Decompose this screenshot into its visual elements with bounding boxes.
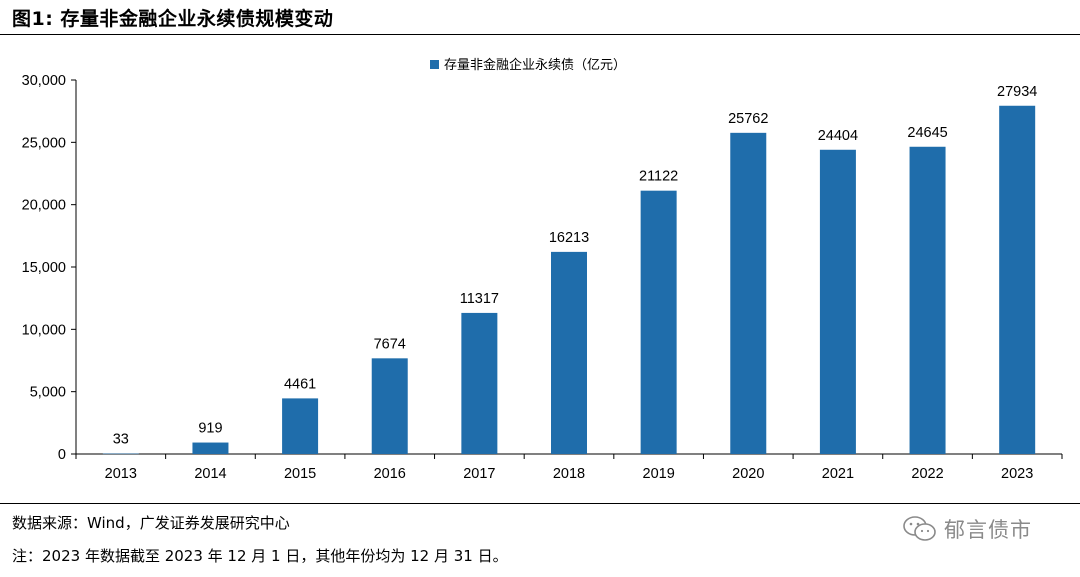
- bar: [102, 453, 139, 455]
- data-label: 33: [113, 432, 129, 448]
- y-tick-label: 30,000: [22, 73, 66, 89]
- footnote: 注：2023 年数据截至 2023 年 12 月 1 日，其他年份均为 12 月…: [12, 547, 508, 565]
- legend: 存量非金融企业永续债（亿元）: [430, 57, 626, 73]
- x-tick-label: 2019: [643, 466, 675, 482]
- y-tick-label: 5,000: [30, 385, 66, 401]
- bar: [551, 251, 587, 454]
- bar: [819, 149, 856, 454]
- data-label: 4461: [284, 376, 316, 392]
- x-tick-label: 2016: [374, 466, 406, 482]
- x-tick-label: 2017: [463, 466, 495, 482]
- data-label: 21122: [639, 169, 678, 185]
- data-label: 919: [198, 421, 222, 437]
- x-axis: 2013 2014 2015 2016 2017 2018 2019 2020 2021 2022…: [75, 453, 1063, 482]
- legend-swatch: [430, 60, 439, 69]
- bar: [730, 132, 767, 454]
- y-tick-label: 15,000: [22, 260, 66, 276]
- data-labels: 33 919 4461 7674 11317 16213 21122 25762 24404 24…: [113, 84, 1038, 448]
- y-tick-label: 10,000: [22, 322, 66, 338]
- bar: [192, 442, 229, 454]
- top-rule: [0, 34, 1080, 35]
- x-tick-label: 2013: [105, 466, 137, 482]
- data-label: 24645: [907, 125, 947, 141]
- watermark: 郁言债市: [902, 514, 1032, 544]
- bar: [371, 358, 408, 454]
- x-tick-label: 2018: [553, 466, 585, 482]
- bar-chart: 存量非金融企业永续债（亿元） 0 5,000 10,000 15,000 20,000 2…: [22, 57, 1063, 482]
- bar: [640, 190, 677, 454]
- bar: [461, 312, 498, 454]
- y-tick-label: 0: [58, 447, 66, 463]
- x-tick-label: 2020: [732, 466, 764, 482]
- bar: [909, 146, 946, 454]
- data-label: 16213: [549, 230, 589, 246]
- figure-title: 图1: 存量非金融企业永续债规模变动: [12, 8, 334, 30]
- x-tick-label: 2015: [284, 466, 316, 482]
- wechat-icon: [903, 516, 936, 541]
- x-tick-label: 2021: [822, 466, 854, 482]
- x-tick-label: 2022: [911, 466, 943, 482]
- bar: [282, 398, 319, 454]
- y-tick-label: 25,000: [22, 135, 66, 151]
- data-label: 7674: [374, 336, 406, 352]
- data-label: 24404: [818, 128, 858, 144]
- data-label: 25762: [728, 111, 768, 127]
- y-tick-label: 20,000: [22, 198, 66, 214]
- x-tick-label: 2023: [1001, 466, 1033, 482]
- data-label: 27934: [997, 84, 1037, 100]
- y-axis: 0 5,000 10,000 15,000 20,000 25,000 30,000: [22, 73, 77, 463]
- bar: [999, 105, 1036, 454]
- bottom-rule: [0, 503, 1080, 504]
- source-note: 数据来源：Wind，广发证券发展研究中心: [12, 514, 290, 532]
- watermark-text: 郁言债市: [944, 518, 1032, 542]
- legend-label: 存量非金融企业永续债（亿元）: [444, 57, 626, 73]
- bars: [102, 105, 1036, 455]
- x-tick-label: 2014: [194, 466, 226, 482]
- data-label: 11317: [460, 291, 499, 307]
